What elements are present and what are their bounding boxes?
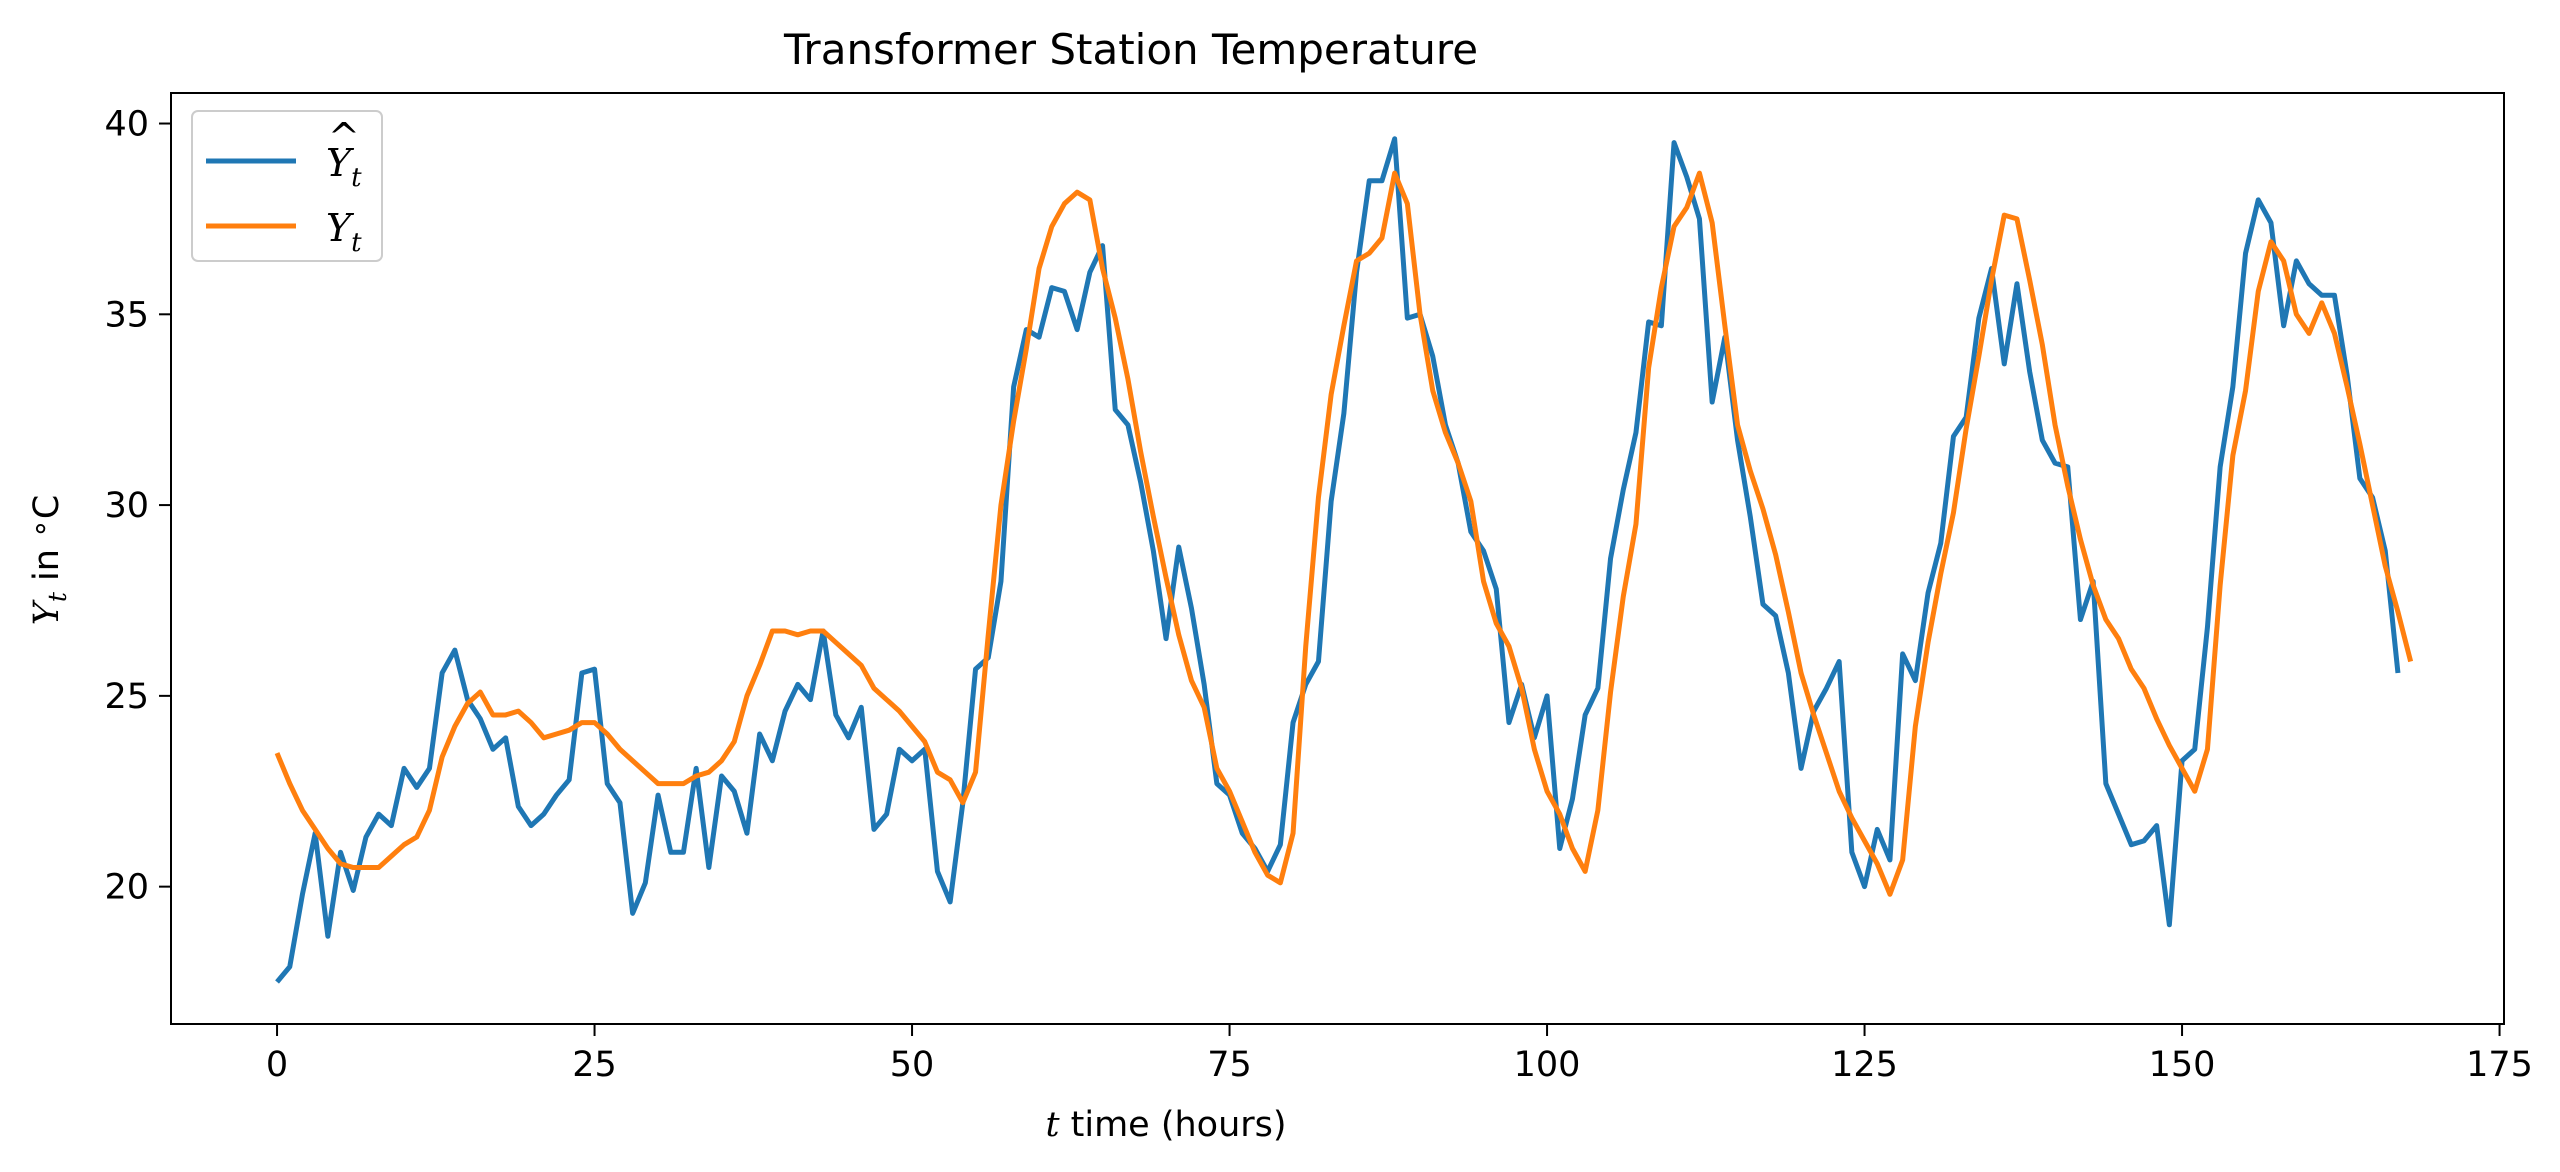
- x-tick-label: 25: [572, 1045, 617, 1085]
- x-axis: 0 25 50 75 100 125 150 175: [266, 1024, 2533, 1085]
- y-tick-label: 40: [104, 105, 149, 145]
- x-tick-label: 100: [1514, 1045, 1581, 1085]
- plot-frame: [170, 92, 2505, 1025]
- x-tick-label: 0: [266, 1045, 288, 1085]
- series-line-observed: [274, 170, 2414, 897]
- x-tick-label: 150: [2149, 1045, 2216, 1085]
- chart-title: Transformer Station Temperature: [783, 25, 1478, 74]
- legend-label-predicted-hat: ^: [328, 115, 360, 159]
- x-tick-label: 75: [1207, 1045, 1252, 1085]
- y-tick-label: 35: [104, 295, 149, 335]
- y-tick-label: 30: [104, 486, 149, 526]
- y-axis-label: Yt in ∘C: [23, 495, 72, 626]
- x-axis-label-text: time (hours): [1060, 1105, 1287, 1145]
- x-tick-label: 125: [1831, 1045, 1898, 1085]
- legend: Yt ^ Yt: [191, 110, 383, 262]
- y-axis: 20 25 30 35 40: [104, 105, 171, 908]
- y-tick-label: 20: [104, 868, 149, 908]
- x-tick-label: 175: [2466, 1045, 2533, 1085]
- x-tick-label: 50: [890, 1045, 935, 1085]
- y-tick-label: 25: [104, 677, 149, 717]
- x-axis-label-variable: t: [1045, 1105, 1060, 1145]
- series-line-predicted: [275, 136, 2401, 984]
- series-layer: [274, 136, 2414, 984]
- x-axis-label: t time (hours): [1045, 1105, 1286, 1145]
